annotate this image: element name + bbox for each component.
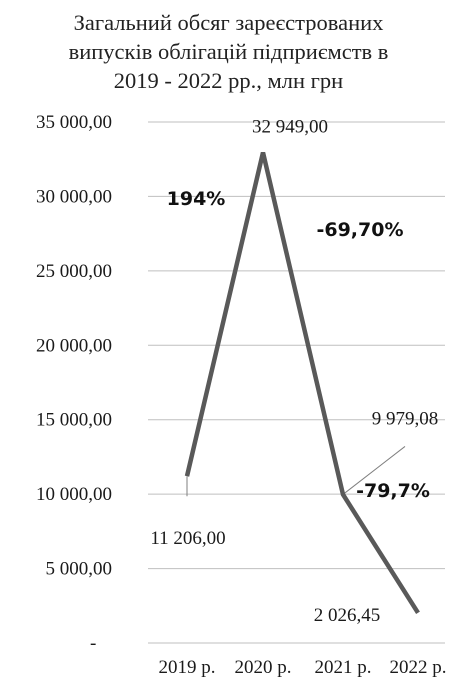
y-tick-label: 30 000,00	[36, 186, 112, 207]
x-tick-label: 2019 р.	[159, 657, 216, 677]
data-label-2019: 11 206,00	[150, 528, 225, 549]
chart-title: Загальний обсяг зареєстрованих випусків …	[0, 8, 457, 95]
data-label-2021: 9 979,08	[372, 408, 439, 429]
x-tick-label: 2021 р.	[315, 657, 372, 677]
annotation-change-2022: -79,7%	[356, 480, 430, 502]
series-line	[184, 151, 420, 615]
chart-title-line-3: 2019 - 2022 рр., млн грн	[113, 68, 344, 93]
y-tick-label: 10 000,00	[36, 484, 112, 505]
data-label-leader-2021	[342, 446, 406, 495]
y-tick-label: -	[90, 633, 96, 654]
y-tick-label: 15 000,00	[36, 410, 112, 431]
x-tick-label: 2020 р.	[235, 657, 292, 677]
y-tick-label: 20 000,00	[36, 335, 112, 356]
y-tick-label: 35 000,00	[36, 112, 112, 133]
annotation-growth-2020: 194%	[167, 188, 226, 210]
y-axis-tick-labels: - 5 000,00 10 000,00 15 000,00 20 000,00 25 0…	[36, 112, 112, 654]
y-tick-label: 5 000,00	[46, 559, 113, 580]
x-axis-tick-labels: 2019 р. 2020 р. 2021 р. 2022 р.	[159, 657, 447, 677]
y-tick-label: 25 000,00	[36, 261, 112, 282]
annotation-change-2021: -69,70%	[316, 219, 403, 241]
chart-title-line-1: Загальний обсяг зареєстрованих	[73, 10, 384, 35]
data-label-2020: 32 949,00	[252, 117, 328, 138]
data-label-2022: 2 026,45	[314, 605, 381, 626]
gridlines	[148, 121, 445, 644]
x-tick-label: 2022 р.	[390, 657, 447, 677]
chart-title-line-2: випусків облігацій підприємств в	[68, 39, 389, 64]
